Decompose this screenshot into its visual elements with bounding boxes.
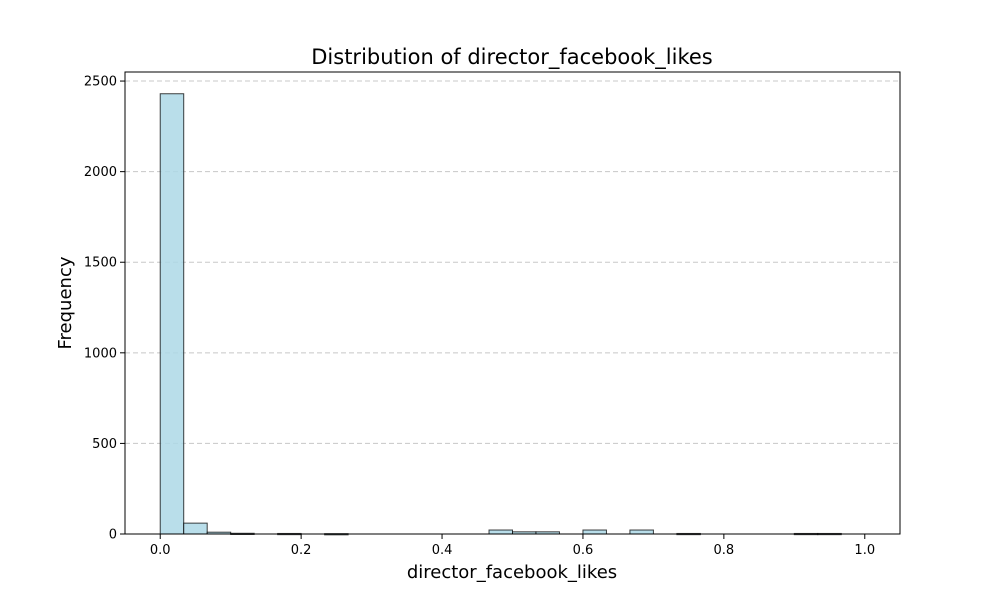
x-tick-label: 0.8 bbox=[714, 543, 735, 558]
x-tick-label: 0.2 bbox=[291, 543, 312, 558]
x-axis-ticks: 0.0 0.2 0.4 0.6 0.8 1.0 bbox=[150, 534, 875, 558]
y-tick-label: 500 bbox=[92, 437, 117, 452]
y-tick-label: 0 bbox=[109, 528, 117, 543]
histogram-bar bbox=[183, 522, 208, 535]
y-axis-title: Frequency bbox=[55, 256, 76, 349]
x-tick-label: 0.0 bbox=[150, 543, 171, 558]
y-tick-label: 1500 bbox=[84, 256, 117, 271]
x-tick-label: 1.0 bbox=[854, 543, 875, 558]
histogram-bar bbox=[629, 529, 654, 535]
y-tick-label: 2500 bbox=[84, 75, 117, 90]
y-axis-ticks: 0 500 1000 1500 2000 2500 bbox=[84, 75, 125, 543]
y-tick-label: 1000 bbox=[84, 346, 117, 361]
x-tick-label: 0.6 bbox=[573, 543, 594, 558]
plot-frame bbox=[124, 71, 901, 535]
histogram-bar bbox=[582, 529, 607, 535]
x-axis-title: director_facebook_likes bbox=[407, 562, 617, 583]
y-gridlines bbox=[125, 80, 900, 444]
histogram-bar bbox=[488, 529, 513, 535]
histogram-bars bbox=[159, 93, 842, 536]
y-tick-label: 2000 bbox=[84, 165, 117, 180]
x-tick-label: 0.4 bbox=[432, 543, 453, 558]
chart-title: Distribution of director_facebook_likes bbox=[311, 45, 712, 70]
histogram-bar bbox=[159, 93, 185, 535]
